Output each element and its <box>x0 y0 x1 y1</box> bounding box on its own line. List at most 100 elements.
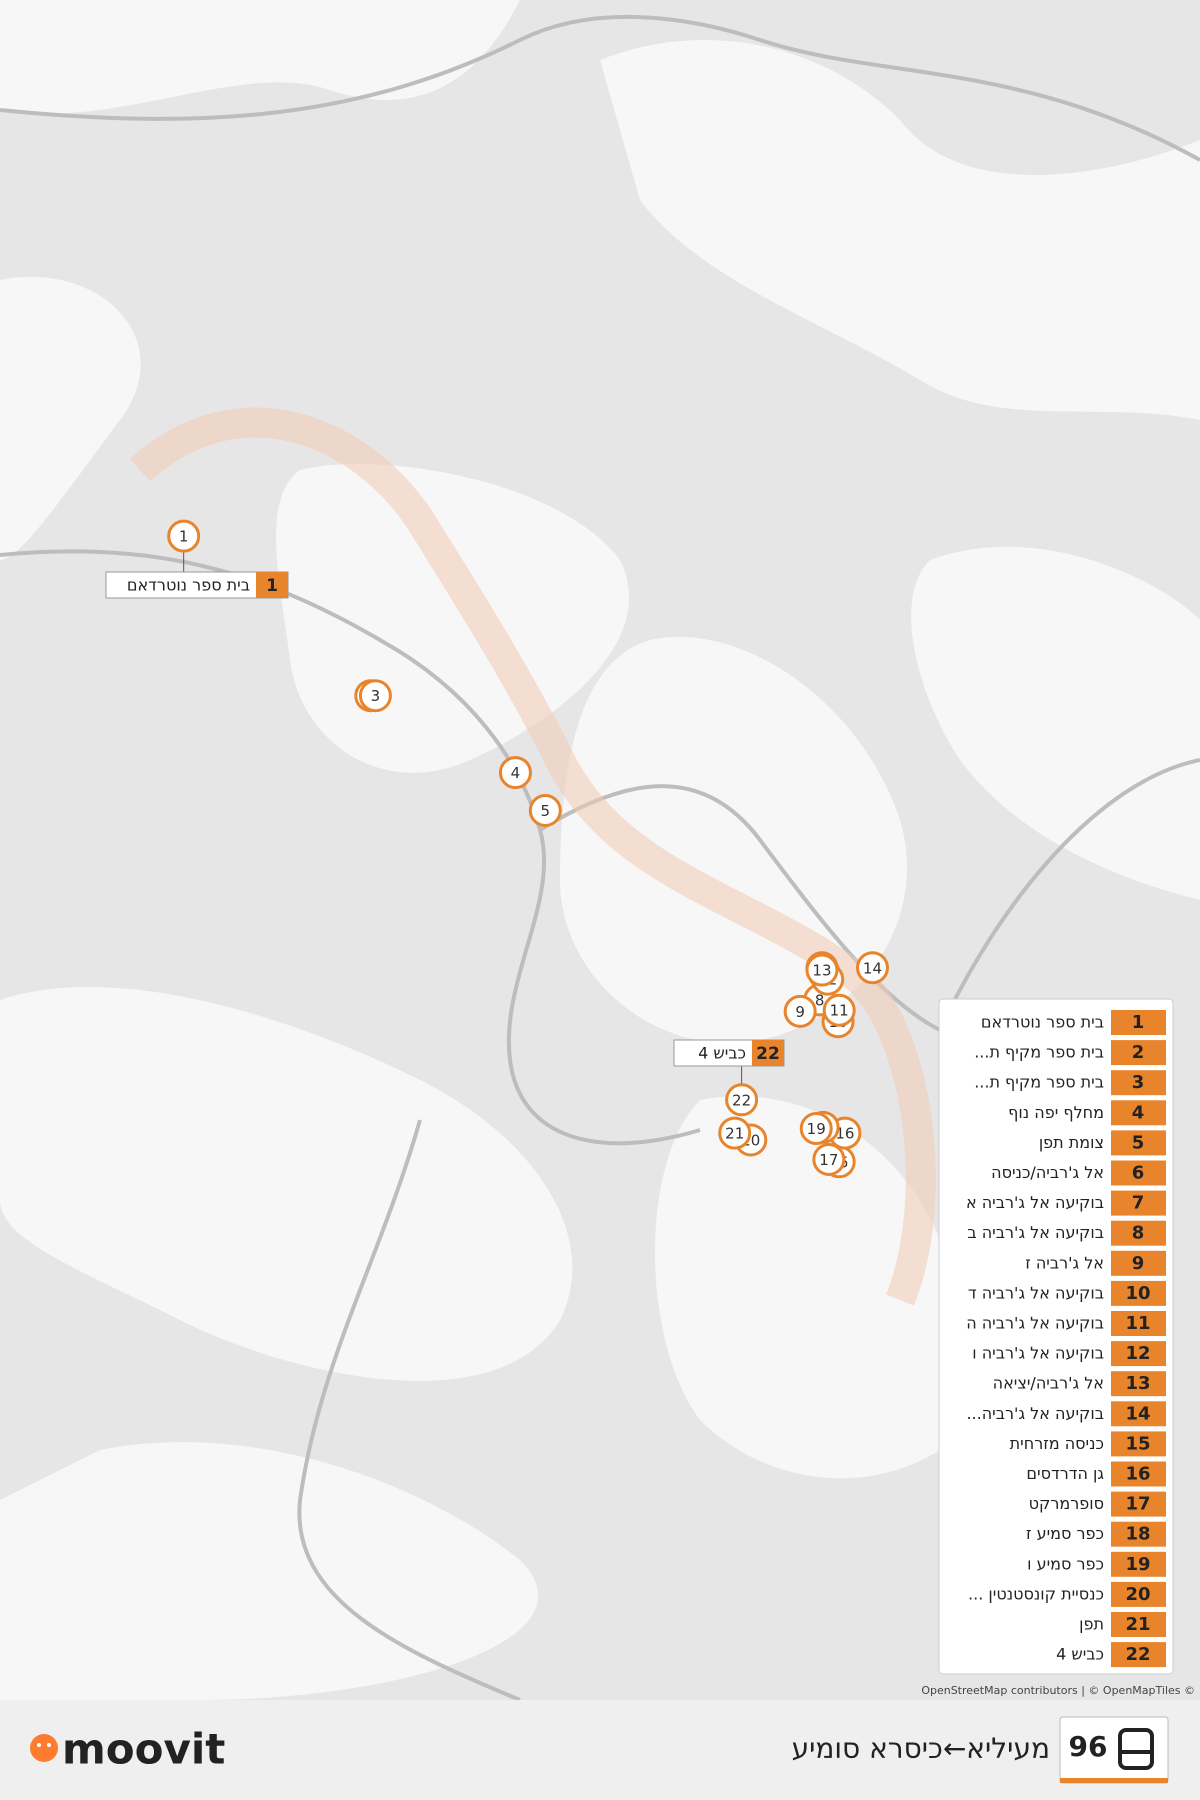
legend-number-box <box>1111 1160 1166 1186</box>
legend-name: אל ג'רביה/יציאה <box>993 1374 1104 1393</box>
legend-number: 1 <box>1132 1012 1145 1033</box>
legend-number: 18 <box>1125 1524 1150 1545</box>
legend-number-box <box>1111 1311 1166 1336</box>
stop-marker <box>783 994 817 1028</box>
legend-number: 22 <box>1125 1644 1150 1665</box>
legend-number-box <box>1111 1190 1166 1216</box>
callout-number: 1 <box>266 576 278 596</box>
legend-name: גן הדרדסים <box>1026 1464 1104 1483</box>
legend-number: 7 <box>1132 1193 1145 1214</box>
stop-marker <box>167 519 201 553</box>
route-title: מעיליא←כיסרא סומיע <box>792 1732 1050 1765</box>
legend-name: בית ספר נוטרדאם <box>981 1013 1104 1032</box>
stop-marker <box>718 1116 752 1150</box>
stop-marker <box>855 951 889 985</box>
stop-marker <box>822 993 856 1027</box>
stop-number: 21 <box>725 1125 744 1143</box>
legend-number-box <box>1111 1401 1166 1427</box>
legend-number: 16 <box>1125 1464 1150 1485</box>
legend-number: 15 <box>1125 1433 1150 1454</box>
legend-number-box <box>1111 1250 1166 1276</box>
legend-name: בוקיעה אל ג'רביה א <box>966 1193 1104 1212</box>
legend-number-box <box>1111 1341 1166 1367</box>
legend-number: 11 <box>1125 1313 1150 1334</box>
legend-number: 3 <box>1132 1072 1145 1093</box>
legend-name: בית ספר מקיף ת... <box>974 1043 1104 1062</box>
stop-number: 5 <box>541 802 551 820</box>
legend-name: אל ג'רביה/כניסה <box>991 1163 1104 1182</box>
legend-number-box <box>1111 1461 1166 1487</box>
logo-pin <box>30 1734 58 1762</box>
legend-number-box <box>1111 1220 1166 1246</box>
stop-marker <box>725 1083 759 1117</box>
route-number: 96 <box>1069 1730 1108 1763</box>
stop-number: 3 <box>371 687 381 705</box>
callout-number-box <box>752 1040 784 1066</box>
bus-icon <box>1118 1728 1154 1770</box>
stop-marker <box>805 953 839 987</box>
legend-number-box <box>1111 1280 1166 1306</box>
legend-number-box <box>1111 1040 1166 1066</box>
legend-number: 4 <box>1132 1102 1145 1123</box>
logo: moovit <box>62 1725 225 1774</box>
legend-number: 9 <box>1132 1253 1145 1274</box>
stop-marker <box>358 679 392 713</box>
legend-number-box <box>1111 1642 1166 1668</box>
legend-number: 10 <box>1125 1283 1150 1304</box>
legend-number: 13 <box>1125 1373 1150 1394</box>
legend-name: צומת תפן <box>1039 1133 1104 1152</box>
legend-number: 12 <box>1125 1343 1150 1364</box>
legend-name: מחלף יפה נוף <box>1008 1103 1104 1122</box>
legend-name: תפן <box>1079 1615 1104 1634</box>
stop-number: 4 <box>511 764 521 782</box>
callout-name: כביש 4 <box>698 1044 746 1063</box>
legend-number-box <box>1111 1130 1166 1156</box>
stop-number: 22 <box>732 1091 751 1109</box>
legend-number-box <box>1111 1581 1166 1607</box>
legend-name: בוקיעה אל ג'רביה... <box>966 1404 1104 1423</box>
stop-number: 16 <box>835 1125 854 1143</box>
stop-number: 14 <box>863 959 882 977</box>
legend-number: 6 <box>1132 1163 1145 1184</box>
legend-number: 21 <box>1125 1614 1150 1635</box>
legend-name: כפר סמיע ז <box>1026 1524 1104 1543</box>
legend-name: סופרמרקט <box>1029 1494 1104 1513</box>
callout-name: בית ספר נוטרדאם <box>127 576 250 595</box>
legend-number-box <box>1111 1100 1166 1126</box>
footer <box>0 1700 1200 1800</box>
legend-name: בית ספר מקיף ת... <box>974 1073 1104 1092</box>
stop-number: 1 <box>179 528 189 546</box>
legend-name: בוקיעה אל ג'רביה ה <box>966 1314 1104 1333</box>
legend-number-box <box>1111 1491 1166 1517</box>
stop-number: 19 <box>807 1120 826 1138</box>
legend-number: 2 <box>1132 1042 1145 1063</box>
legend-number-box <box>1111 1010 1166 1035</box>
stop-number: 13 <box>812 962 831 980</box>
legend-number: 8 <box>1132 1223 1145 1244</box>
legend-name: בוקיעה אל ג'רביה ו <box>972 1344 1104 1363</box>
legend-number: 14 <box>1125 1403 1150 1424</box>
legend-number-box <box>1111 1371 1166 1397</box>
legend-number-box <box>1111 1431 1166 1457</box>
legend-name: כניסה מזרחית <box>1010 1434 1104 1453</box>
callout-number-box <box>256 572 288 598</box>
stop-number: 17 <box>819 1151 838 1169</box>
stop-number: 8 <box>815 991 825 1009</box>
legend-number-box <box>1111 1521 1166 1547</box>
legend-name: אל ג'רביה ז <box>1025 1253 1104 1272</box>
legend-number-box <box>1111 1070 1166 1096</box>
attribution: OpenStreetMap contributors | © OpenMapTi… <box>921 1684 1195 1697</box>
legend-number: 20 <box>1125 1584 1150 1605</box>
route-shadow <box>129 407 936 1306</box>
stop-marker <box>812 1142 846 1176</box>
legend-number: 19 <box>1125 1554 1150 1575</box>
stop-marker <box>799 1111 833 1145</box>
legend-name: כביש 4 <box>1056 1645 1104 1664</box>
legend-number-box <box>1111 1612 1166 1637</box>
legend-number-box <box>1111 1551 1166 1577</box>
callout-number: 22 <box>756 1044 780 1064</box>
stop-marker <box>528 793 562 827</box>
legend-name: כפר סמיע ו <box>1027 1554 1104 1573</box>
